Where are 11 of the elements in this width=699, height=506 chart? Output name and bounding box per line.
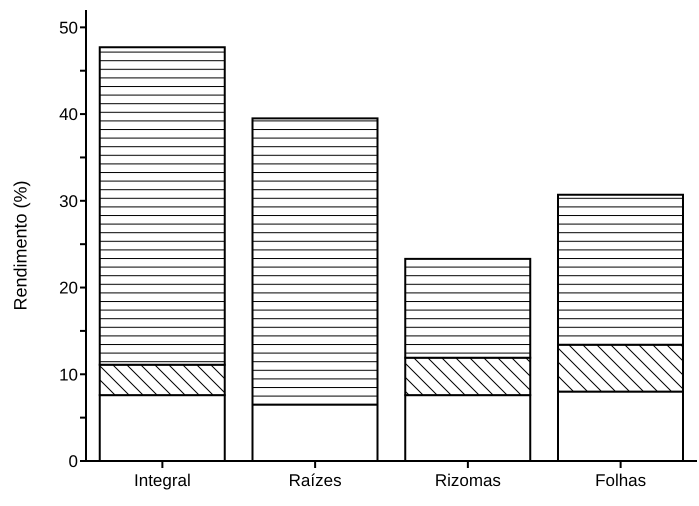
- y-tick-label: 50: [59, 18, 78, 38]
- y-tick-label: 20: [59, 278, 78, 298]
- y-tick-label: 40: [59, 105, 78, 124]
- y-axis-title: Rendimento (%): [10, 180, 30, 310]
- x-tick-label: Rizomas: [434, 471, 501, 490]
- y-tick-label: 30: [59, 192, 78, 211]
- y-tick-label: 0: [68, 452, 78, 472]
- x-tick-label: Raízes: [288, 471, 342, 490]
- y-tick-label: 10: [59, 365, 78, 384]
- x-tick-label: Folhas: [595, 471, 646, 490]
- x-tick-label: Integral: [134, 471, 191, 490]
